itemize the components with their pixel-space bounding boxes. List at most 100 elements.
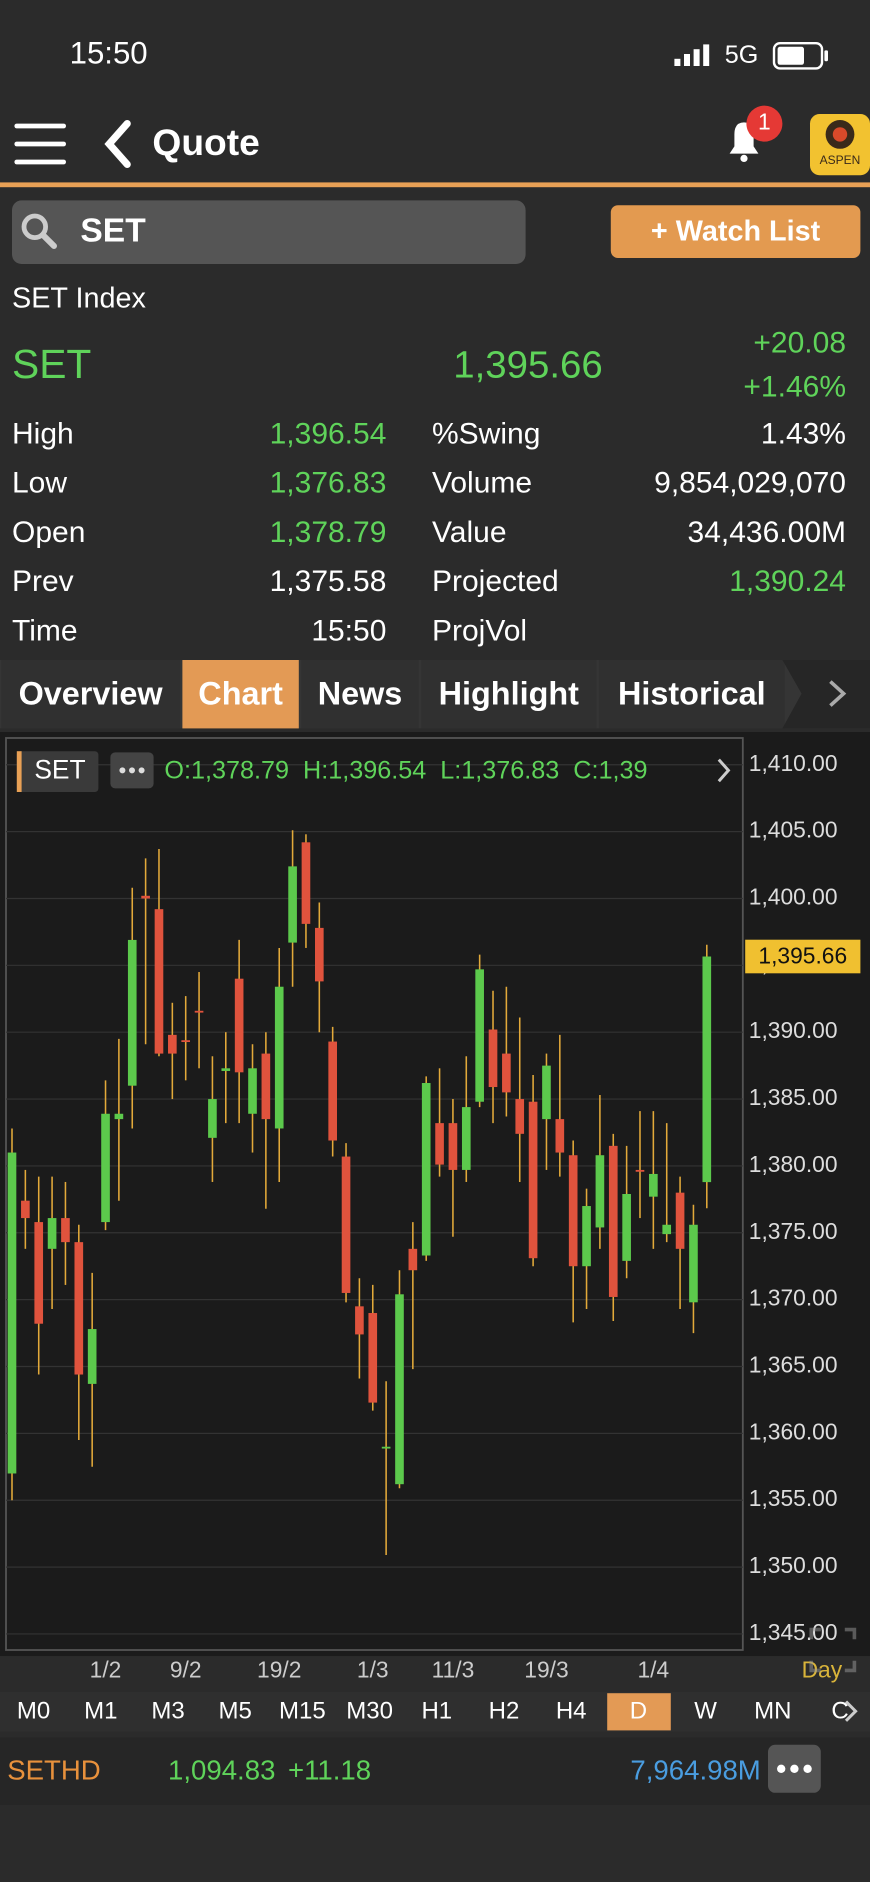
tab[interactable] xyxy=(421,660,597,729)
watchlist-button-label: + Watch List xyxy=(651,215,821,247)
footer-price: 1,094.83 xyxy=(168,1755,275,1786)
candle-body xyxy=(154,909,164,1054)
timeframe[interactable]: MN xyxy=(754,1698,791,1725)
watchlist-button[interactable] xyxy=(610,205,861,259)
candle-body xyxy=(248,1068,257,1114)
ohlc-label: O:1,378.79 H:1,396.54 L:1,376.83 C:1,39 xyxy=(164,756,647,784)
tab[interactable] xyxy=(1,660,181,729)
timeframe[interactable]: M30 xyxy=(346,1698,393,1725)
timeframe[interactable]: H4 xyxy=(556,1698,587,1725)
timeframe[interactable]: M0 xyxy=(17,1698,50,1725)
timeframe-arrow[interactable] xyxy=(844,1700,858,1722)
candle-body xyxy=(61,1218,70,1243)
footer-turnover: 7,964.98M xyxy=(630,1755,760,1786)
candle-body xyxy=(555,1119,565,1153)
chart-symbol-box xyxy=(16,751,99,793)
chart-symbol: SET xyxy=(34,755,85,785)
network-label: 5G xyxy=(725,41,759,69)
x-tick-label: 9/2 xyxy=(170,1657,202,1683)
timeframe[interactable]: H2 xyxy=(489,1698,520,1725)
footer-bar xyxy=(0,1737,870,1805)
logo[interactable] xyxy=(810,114,870,176)
timeframe[interactable]: C xyxy=(831,1698,848,1725)
fullscreen-button[interactable] xyxy=(809,1627,857,1673)
search-box[interactable] xyxy=(12,200,526,265)
tab[interactable] xyxy=(301,660,419,729)
candle-body xyxy=(141,895,150,899)
stat-label: Prev xyxy=(12,565,74,598)
quote-last: 1,395.66 xyxy=(453,343,602,386)
stat-label: Value xyxy=(432,516,507,549)
candle-body xyxy=(689,1224,698,1303)
y-tick-label: 1,400.00 xyxy=(749,883,838,909)
candle-body xyxy=(101,1113,110,1223)
stat-label: %Swing xyxy=(432,418,540,451)
candle-body xyxy=(542,1065,551,1120)
candle-body xyxy=(34,1222,44,1324)
candle-body xyxy=(675,1192,685,1249)
ohlc-arrow[interactable] xyxy=(717,758,731,783)
quote-change-pct: +1.46% xyxy=(743,371,846,404)
quote-stats: High 1,396.54 Low 1,376.83 Open 1,378.79 Prev 1… xyxy=(12,418,846,648)
chart-menu-dots xyxy=(119,767,145,774)
search-query: SET xyxy=(80,213,146,250)
timeframe-bar xyxy=(0,1692,870,1732)
candle-body xyxy=(435,1123,444,1165)
timeframe[interactable]: M5 xyxy=(219,1698,252,1725)
stat-label: High xyxy=(12,418,74,451)
notification-badge: 1 xyxy=(758,109,771,135)
footer-menu-dots xyxy=(777,1764,812,1774)
tab-scroll-arrow[interactable] xyxy=(829,680,847,707)
candle-body xyxy=(194,1010,204,1013)
candle-body xyxy=(74,1242,84,1375)
timeframe[interactable]: W xyxy=(694,1698,717,1725)
candle-body xyxy=(448,1123,458,1170)
tab[interactable] xyxy=(598,660,785,729)
candle-body xyxy=(274,986,284,1129)
candle-body xyxy=(208,1099,217,1138)
timeframe[interactable]: M15 xyxy=(279,1698,326,1725)
menu-button[interactable] xyxy=(14,123,66,165)
timeframe[interactable]: M3 xyxy=(151,1698,184,1725)
stat-value: 1,375.58 xyxy=(270,565,387,598)
candle-body xyxy=(355,1306,364,1335)
timeframe[interactable]: M1 xyxy=(84,1698,117,1725)
chart-symbol-accent xyxy=(16,751,22,793)
candle-body xyxy=(635,1169,645,1172)
candle-body xyxy=(261,1053,271,1120)
x-tick-label: 19/3 xyxy=(524,1657,568,1683)
candle-body xyxy=(234,978,244,1073)
y-tick-label: 1,385.00 xyxy=(749,1084,838,1110)
x-tick-label: 1/3 xyxy=(357,1657,389,1683)
stat-value: 1,376.83 xyxy=(270,467,387,500)
candle-body xyxy=(515,1099,525,1134)
stat-label: Low xyxy=(12,467,67,500)
stat-value: 15:50 xyxy=(311,614,386,647)
tabs: Overview Chart News Highlight Historical xyxy=(1,660,785,729)
candle-body xyxy=(622,1194,631,1261)
stat-value: 1,378.79 xyxy=(270,516,387,549)
stat-label: Projected xyxy=(432,565,559,598)
quote-symbol: SET xyxy=(12,341,91,387)
candle-body xyxy=(288,866,297,943)
back-button[interactable] xyxy=(104,120,131,169)
y-tick-label: 1,410.00 xyxy=(749,750,838,776)
header-divider xyxy=(0,182,870,188)
stat-value: 34,436.00M xyxy=(688,516,846,549)
candle-body xyxy=(221,1068,231,1071)
y-tick-label: 1,350.00 xyxy=(749,1552,838,1578)
notification-button[interactable] xyxy=(729,105,783,163)
y-tick-label: 1,370.00 xyxy=(749,1285,838,1311)
candle-body xyxy=(502,1053,511,1093)
timeframe[interactable]: D xyxy=(630,1698,647,1725)
footer-symbol: SETHD xyxy=(7,1755,101,1786)
stat-value: 9,854,029,070 xyxy=(654,467,846,500)
status-time: 15:50 xyxy=(70,35,148,70)
candle-body xyxy=(381,1446,391,1449)
tab[interactable] xyxy=(182,660,299,729)
signal-icon xyxy=(674,44,710,67)
timeframe[interactable]: H1 xyxy=(421,1698,452,1725)
candle-body xyxy=(702,956,712,1183)
last-price-label: 1,395.66 xyxy=(758,943,847,969)
chart-frame xyxy=(5,737,744,1651)
